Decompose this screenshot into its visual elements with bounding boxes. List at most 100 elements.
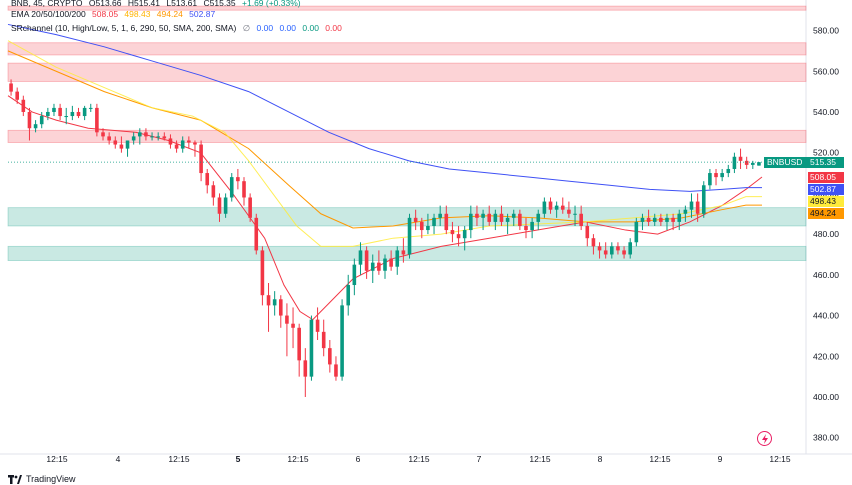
resistance-zone-0 (7, 5, 807, 11)
candle-body (567, 209, 571, 214)
candle-body (432, 217, 436, 226)
time-tick-label: 8 (598, 454, 603, 464)
candle-body (101, 132, 105, 137)
candle-body (64, 116, 69, 118)
candle-body (419, 221, 424, 231)
symbol-label: BNB, 45, CRYPTO (11, 0, 83, 8)
candle-body (548, 201, 553, 210)
price-tick-label: 540.00 (813, 107, 839, 117)
candle-body (174, 144, 179, 149)
candle-body (278, 299, 283, 316)
candle-body (426, 225, 430, 231)
time-tick-label: 12:15 (649, 454, 671, 464)
candle-body (260, 250, 265, 296)
candle-body (714, 173, 718, 178)
candle-body (15, 91, 19, 100)
candle-body (622, 250, 626, 255)
time-tick-label: 7 (477, 454, 482, 464)
tradingview-brand: TradingView (26, 474, 76, 484)
support-zone-4 (7, 207, 807, 227)
time-tick-label: 12:15 (408, 454, 430, 464)
candle-body (560, 205, 565, 210)
candle-body (266, 295, 271, 306)
candle-body (585, 225, 590, 239)
candle-body (217, 197, 222, 214)
candle-body (708, 173, 712, 186)
candle-body (70, 111, 75, 117)
candle-body (125, 140, 130, 149)
srchannel-value-2: 0.00 (279, 23, 296, 33)
candle-body (511, 213, 516, 218)
candle-body (377, 262, 381, 271)
candle-body (334, 364, 338, 377)
candle-body (438, 213, 442, 218)
ema20-price-tag: 508.05 (808, 171, 844, 183)
candle-body (119, 144, 124, 149)
candle-body (646, 217, 651, 222)
ohlc-low: L513.61 (166, 0, 198, 8)
ema-line-0 (7, 95, 763, 321)
candle-body (579, 213, 583, 226)
time-tick-label: 12:15 (529, 454, 551, 464)
tradingview-logo[interactable]: TradingView (8, 474, 76, 484)
candle-body (671, 217, 675, 222)
candle-body (505, 217, 510, 222)
candle-body (162, 136, 167, 139)
tradingview-icon (8, 474, 22, 484)
candle-body (499, 213, 504, 222)
candle-body (131, 136, 136, 141)
candle-body (726, 168, 731, 174)
ema-label: EMA 20/50/100/200 (11, 9, 86, 19)
candle-body (205, 173, 210, 186)
current-price-symbol: BNBUSD (767, 157, 803, 167)
candle-body (303, 360, 308, 377)
candle-body (309, 319, 314, 377)
header-srchannel-line[interactable]: SRchannel (10, High/Low, 5, 1, 6, 290, 5… (11, 23, 346, 34)
candle-body (156, 136, 160, 138)
candle-body (199, 144, 203, 174)
candle-body (683, 209, 688, 214)
price-tick-label: 420.00 (813, 351, 839, 361)
candle-body (720, 173, 724, 178)
candle-body (88, 107, 93, 109)
candle-body (738, 156, 743, 161)
candle-body (695, 201, 700, 214)
candle-body (358, 250, 363, 265)
candle-body (370, 262, 375, 271)
support-zone-5 (7, 245, 807, 261)
ema200-value: 502.87 (189, 9, 216, 19)
candle-body (46, 111, 50, 117)
candle-body (248, 197, 252, 218)
candle-body (395, 250, 400, 267)
candle-body (524, 225, 528, 231)
price-tick-label: 580.00 (813, 26, 839, 36)
candle-body (236, 177, 240, 182)
time-tick-label: 5 (236, 454, 241, 464)
candle-body (76, 111, 81, 117)
candle-body (610, 246, 614, 255)
lightning-icon[interactable] (757, 431, 772, 446)
time-tick-label: 9 (718, 454, 723, 464)
candle-body (518, 213, 522, 226)
ema200-price-tag: 502.87 (808, 183, 844, 195)
header-ema-line[interactable]: EMA 20/50/100/200 508.05 498.43 494.24 5… (11, 9, 219, 20)
candle-body (328, 348, 332, 365)
ema50-value: 498.43 (124, 9, 151, 19)
candle-body (413, 217, 418, 222)
candle-body (475, 213, 479, 218)
candle-body (150, 136, 154, 138)
candle-body (573, 213, 577, 215)
resistance-zone-2 (7, 62, 807, 82)
ema100-price-tag: 498.43 (808, 195, 844, 207)
current-price-value: 515.35 (808, 157, 844, 168)
candle-body (389, 258, 393, 267)
candle-body (665, 217, 669, 222)
candle-body (82, 107, 87, 117)
candle-body (659, 217, 663, 222)
candle-body (597, 246, 602, 251)
candle-body (401, 250, 406, 255)
candle-body (107, 136, 111, 141)
price-tick-label: 460.00 (813, 270, 839, 280)
candle-body (33, 124, 38, 129)
